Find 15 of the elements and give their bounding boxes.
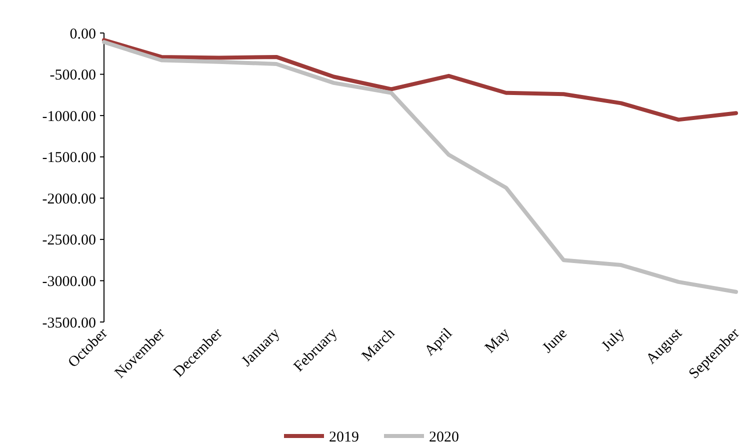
line-series (102, 40, 738, 294)
legend-label: 2019 (329, 429, 359, 444)
x-tick-label: July (598, 325, 628, 355)
y-tick-label: -3000.00 (42, 274, 96, 290)
line-series (102, 38, 738, 122)
x-tick-label: May (482, 325, 514, 356)
y-tick-label: -3500.00 (42, 315, 96, 332)
y-tick-label: 0.00 (70, 26, 96, 42)
y-tick-label: -500.00 (50, 68, 96, 84)
x-tick-label: June (540, 325, 571, 356)
legend-label: 2020 (429, 429, 459, 444)
y-tick-label: -2000.00 (42, 191, 96, 208)
y-tick-label: -2500.00 (42, 232, 96, 249)
y-tick-label: -1000.00 (42, 108, 96, 125)
y-tick-label: -1500.00 (42, 150, 96, 166)
